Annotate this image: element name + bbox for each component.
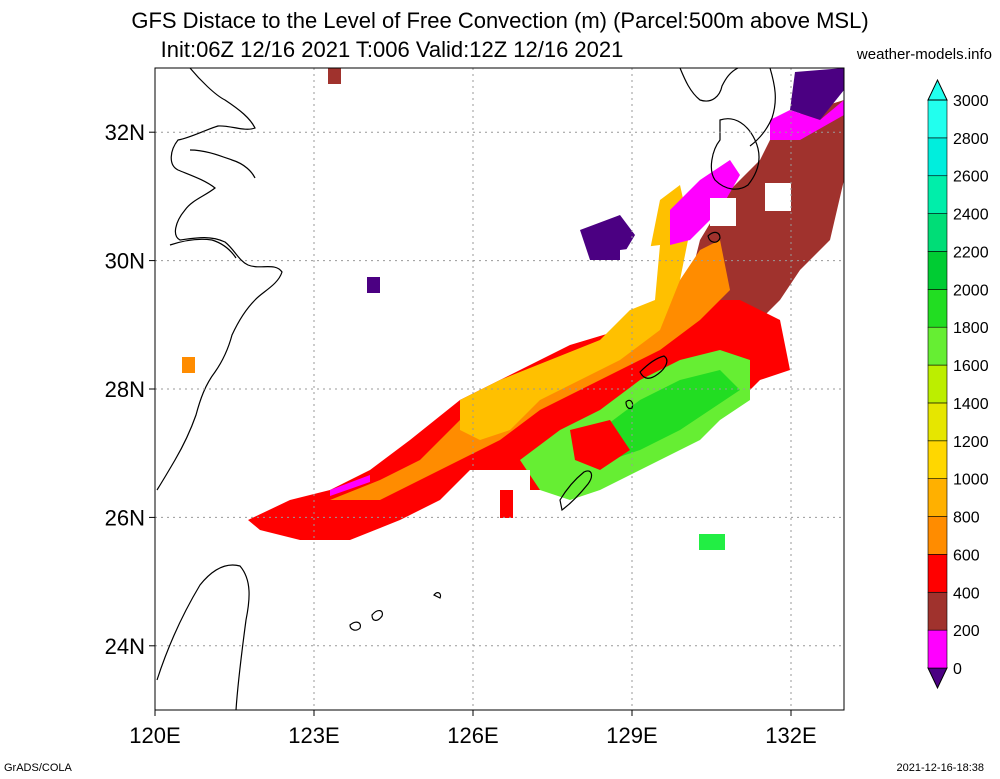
lat-tick-label: 28N [105, 377, 145, 402]
title-line-1: GFS Distace to the Level of Free Convect… [131, 8, 869, 33]
colorbar-label: 2000 [953, 282, 989, 299]
colorbar-segment [927, 629, 948, 669]
colorbar-label: 1400 [953, 396, 989, 413]
website-label: weather-models.info [856, 46, 992, 63]
field-darkred-north [690, 100, 844, 330]
lat-tick-label: 30N [105, 249, 145, 274]
lat-tick-label: 24N [105, 634, 145, 659]
lat-tick-label: 26N [105, 505, 145, 530]
coast-korea [679, 68, 739, 102]
field-gap [765, 183, 791, 211]
coastlines [156, 68, 776, 710]
coast-taiwan [156, 564, 250, 710]
colorbar-segment [927, 440, 948, 479]
field-gap [710, 198, 736, 226]
colorbar-label: 1200 [953, 434, 989, 451]
coast-yakushima [707, 231, 721, 243]
coast-yangtze [189, 149, 256, 179]
field-red-cell [500, 490, 513, 518]
field-magenta-cell [328, 68, 341, 84]
coast-hangzhou-bay [169, 238, 237, 259]
field-darkgreen-south [600, 370, 740, 460]
field-red-patch [570, 420, 630, 470]
field-purple-west [580, 215, 635, 260]
colorbar-segment [927, 402, 948, 442]
colorbar-label: 3000 [953, 93, 989, 110]
coast-miyako [349, 610, 383, 631]
footer-timestamp: 2021-12-16-18:38 [896, 762, 984, 774]
colorbar-segment [927, 554, 948, 593]
lon-tick-label: 126E [447, 723, 498, 748]
colorbar: 0 200 400 600 800 1000 1200 1400 1600 1800 2000 220… [927, 78, 989, 690]
footer-credit: GrADS/COLA [4, 762, 72, 774]
colorbar-label: 2800 [953, 131, 989, 148]
field-gap [620, 245, 660, 310]
field-orange-core [330, 240, 730, 500]
colorbar-label: 2400 [953, 207, 989, 224]
coast-okinawa [639, 355, 668, 379]
field-magenta-kyushu [670, 160, 740, 245]
field-yellow-core [460, 185, 690, 440]
field-orange-cell [182, 357, 195, 373]
field-purple-sw [330, 475, 370, 496]
lat-tick-label: 32N [105, 120, 145, 145]
lon-tick-label: 132E [765, 723, 816, 748]
colorbar-label: 600 [953, 547, 980, 564]
colorbar-label: 800 [953, 510, 980, 527]
colorbar-label: 2200 [953, 244, 989, 261]
gridlines [155, 68, 844, 710]
coast-tokara [625, 399, 634, 410]
colorbar-label: 400 [953, 585, 980, 602]
colorbar-segment [927, 175, 948, 214]
colorbar-low-arrow [927, 667, 948, 690]
field-purple-north [790, 68, 844, 120]
colorbar-label: 0 [953, 661, 962, 678]
title-line-2: Init:06Z 12/16 2021 T:006 Valid:12Z 12/1… [160, 37, 624, 62]
field-purple-cell [367, 277, 380, 293]
colorbar-segment [927, 251, 948, 290]
lon-tick-label: 129E [606, 723, 657, 748]
lon-tick-label: 120E [129, 723, 180, 748]
colorbar-segment [927, 478, 948, 517]
field-magenta-north [770, 100, 844, 140]
coast-honshu-tip [749, 68, 776, 147]
field-green-cell [699, 534, 725, 550]
colorbar-segment [927, 99, 948, 139]
colorbar-segment [927, 137, 948, 177]
lon-tick-label: 123E [288, 723, 339, 748]
colorbar-label: 1000 [953, 472, 989, 489]
coast-senkaku [433, 592, 442, 599]
colorbar-segment [927, 289, 948, 328]
colorbar-segment [927, 591, 948, 631]
colorbar-segment [927, 516, 948, 555]
colorbar-label: 1800 [953, 320, 989, 337]
colorbar-segment [927, 213, 948, 252]
colorbar-label: 1600 [953, 358, 989, 375]
coast-kyushu [710, 118, 760, 190]
colorbar-label: 200 [953, 623, 980, 640]
convection-field [182, 68, 844, 550]
coast-amami [559, 470, 593, 512]
colorbar-segment [927, 364, 948, 404]
latitude-axis: 32N 30N 28N 26N 24N [105, 120, 155, 659]
colorbar-segment [927, 326, 948, 366]
colorbar-high-arrow [927, 78, 948, 101]
longitude-axis: 120E 123E 126E 129E 132E [129, 710, 817, 748]
coast-china-north [156, 68, 283, 491]
colorbar-label: 2600 [953, 169, 989, 186]
